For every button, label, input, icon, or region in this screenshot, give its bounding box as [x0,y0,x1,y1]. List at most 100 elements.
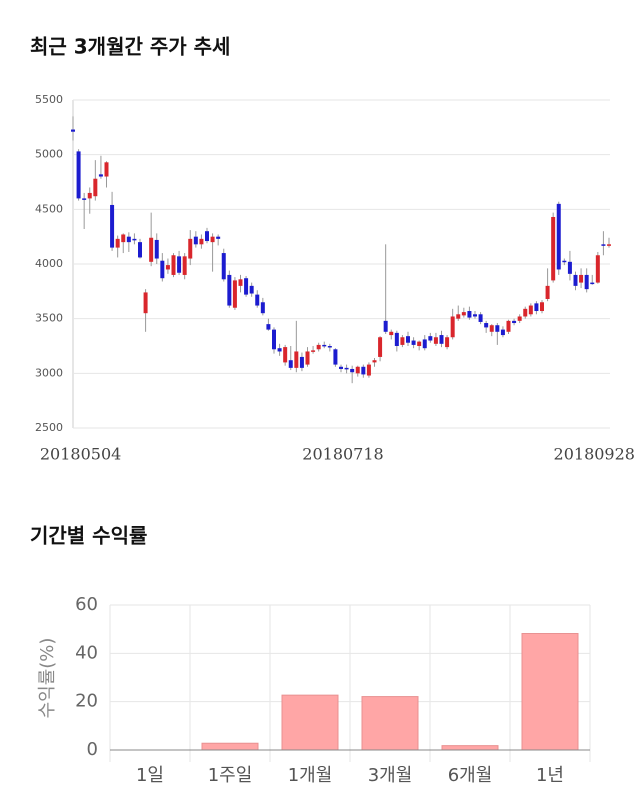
candle-body [138,242,142,258]
candle-body [489,325,494,332]
candle-body [188,238,193,259]
candle-body [406,336,410,343]
y-tick-label: 5500 [35,93,63,106]
candle-body [238,279,243,286]
candle-body [579,274,584,283]
candle-body [562,260,567,263]
candle-body [98,174,103,177]
candle-body [165,265,170,270]
candle-body [115,238,120,248]
candle-body [512,320,517,324]
x-tick-label: 1일 [136,765,164,786]
candle-body [573,274,578,286]
candle-body [205,231,209,242]
candle-body [517,316,522,321]
candle-body [456,314,461,319]
candle-body [439,335,444,344]
candle-body [350,368,355,373]
candle-body [160,260,165,279]
chart-title: 최근 3개월간 주가 추세 [30,35,230,59]
candle-body [433,337,438,344]
y-tick-label: 3000 [35,366,63,379]
y-tick-label: 5000 [35,148,63,161]
candle-body [221,253,226,280]
x-tick-label: 1년 [536,765,564,786]
candle-body [389,331,394,336]
candle-body [322,344,327,347]
candle-body [177,256,182,273]
y-tick-label: 20 [75,691,98,712]
x-tick-label: 1주일 [208,765,253,786]
y-tick-label: 4500 [35,202,63,215]
candle-body [232,280,237,308]
candle-body [283,347,288,363]
candle-body [305,351,310,365]
candle-body [288,360,293,368]
candle-body [394,332,399,346]
y-tick-label: 2500 [35,421,63,434]
bar [281,694,339,751]
candle-body [500,329,505,336]
bar [201,742,259,751]
candle-body [87,192,92,199]
candle-body [506,320,511,332]
candle-body [126,236,131,243]
candle-body [355,366,360,374]
candle-body [266,324,271,330]
y-tick-label: 0 [87,739,98,760]
candle-body [143,292,148,314]
y-tick-label: 40 [75,642,98,663]
candle-body [411,340,416,345]
bar [521,633,579,751]
candle-body [567,261,572,274]
candle-body [277,348,282,352]
candle-body [182,256,187,275]
candle-body [132,238,137,241]
candle-body [154,239,159,259]
candle-body [199,238,204,245]
x-tick-label: 1개월 [288,765,333,786]
candle-body [473,314,477,317]
candle-body [484,323,489,328]
candle-body [478,314,483,322]
candle-body [244,278,249,295]
candle-body [193,236,198,245]
candle-body [523,308,528,317]
candle-body [299,356,304,368]
candle-body [361,366,366,375]
candle-body [595,255,600,283]
candle-body [110,204,115,248]
candle-body [584,274,589,290]
candle-body [467,311,472,318]
candle-body [339,366,343,369]
y-tick-label: 60 [75,594,98,615]
candle-body [210,236,215,243]
x-tick-label: 20180504 [40,445,121,464]
y-tick-label: 4000 [35,257,63,270]
x-tick-label: 20180718 [302,445,383,464]
candle-body [327,346,332,348]
candle-body [461,312,466,316]
bar [441,745,499,751]
candle-body [171,255,176,275]
candle-body [556,203,561,270]
candle-body [255,294,260,306]
candle-body [366,364,371,376]
candle-body [378,337,383,357]
candle-body [104,162,109,177]
candle-body [316,344,321,350]
candle-body [383,320,388,332]
candle-body [272,329,276,350]
candle-body [76,151,81,199]
candle-body [428,336,433,341]
candle-body [528,305,533,315]
x-tick-label: 3개월 [368,765,413,786]
candle-body [495,325,500,332]
x-tick-label: 20180928 [554,445,635,464]
candle-body [294,351,299,368]
candle-body [417,341,422,346]
candle-body [601,244,606,246]
candle-body [82,198,87,200]
candle-body [590,282,595,285]
